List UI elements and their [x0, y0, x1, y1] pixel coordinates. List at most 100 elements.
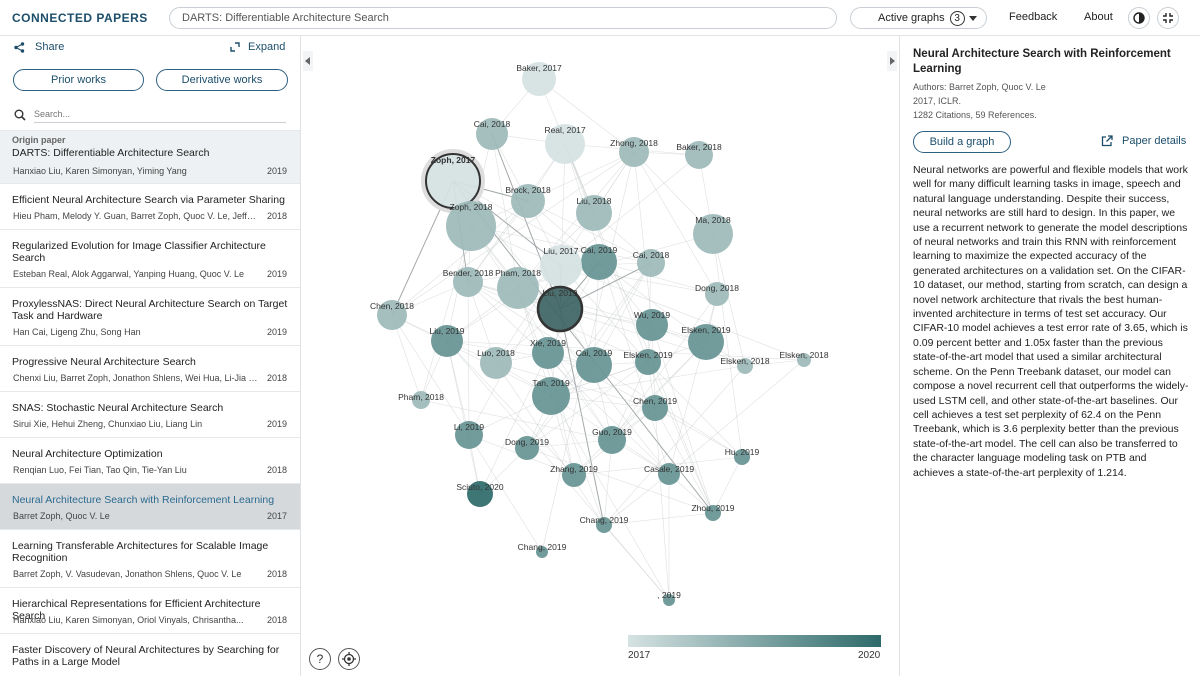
graph-node[interactable]: Cai, 2019	[581, 244, 618, 280]
list-item[interactable]: ProxylessNAS: Direct Neural Architecture…	[0, 287, 300, 345]
graph-node[interactable]: Chang, 2019	[580, 515, 629, 533]
graph-canvas[interactable]: Baker, 2017 Cai, 2018 Real, 2017 Zhong, 201…	[301, 36, 899, 676]
graph-node-circle[interactable]	[619, 137, 649, 167]
fullscreen-button[interactable]	[1157, 7, 1179, 29]
list-item[interactable]: SNAS: Stochastic Neural Architecture Sea…	[0, 391, 300, 437]
graph-node-circle[interactable]	[425, 153, 481, 209]
graph-node-circle[interactable]	[497, 267, 539, 309]
graph-node-circle[interactable]	[536, 285, 584, 333]
graph-node-circle[interactable]	[476, 118, 508, 150]
feedback-link[interactable]: Feedback	[1009, 11, 1058, 23]
list-item-selected[interactable]: Neural Architecture Search with Reinforc…	[0, 483, 300, 529]
graph-node[interactable]: Li, 2019	[454, 421, 485, 449]
graph-node-circle[interactable]	[598, 426, 626, 454]
build-graph-button[interactable]: Build a graph	[913, 131, 1011, 153]
list-item[interactable]: Regularized Evolution for Image Classifi…	[0, 229, 300, 287]
graph-node[interactable]: Cai, 2018	[633, 249, 670, 277]
graph-node[interactable]: Casale, 2019	[644, 463, 694, 485]
graph-node[interactable]: Baker, 2018	[676, 141, 722, 169]
graph-node[interactable]: Ma, 2018	[693, 214, 733, 254]
graph-node-circle[interactable]	[693, 214, 733, 254]
list-item[interactable]: Hierarchical Representations for Efficie…	[0, 587, 300, 633]
citation-graph[interactable]: Baker, 2017 Cai, 2018 Real, 2017 Zhong, 201…	[301, 36, 899, 676]
graph-node[interactable]: Brock, 2018	[505, 184, 551, 218]
graph-node-circle[interactable]	[511, 184, 545, 218]
graph-node-circle[interactable]	[658, 463, 680, 485]
graph-node[interactable]: Dong, 2019	[505, 436, 549, 460]
graph-node[interactable]: Liu, 2018	[576, 195, 612, 231]
graph-node-circle[interactable]	[576, 195, 612, 231]
graph-node-circle[interactable]	[734, 449, 750, 465]
graph-node[interactable]: Baker, 2017	[516, 62, 562, 96]
graph-node[interactable]: Chang, 2019	[518, 542, 567, 558]
graph-node-circle[interactable]	[797, 353, 811, 367]
graph-node[interactable]: Zhou, 2019	[691, 503, 735, 521]
graph-node-circle[interactable]	[562, 463, 586, 487]
graph-node-circle[interactable]	[581, 244, 617, 280]
graph-node[interactable]: Bender, 2018	[443, 267, 494, 297]
graph-node-circle[interactable]	[663, 594, 675, 606]
graph-node-circle[interactable]	[377, 300, 407, 330]
graph-node[interactable]: Zhang, 2019	[550, 463, 598, 487]
graph-node-circle[interactable]	[642, 395, 668, 421]
graph-node[interactable]: Dong, 2018	[695, 282, 739, 306]
graph-node[interactable]: Luo, 2018	[477, 347, 515, 379]
collapse-left-panel-button[interactable]	[303, 51, 313, 71]
graph-node-circle[interactable]	[636, 309, 668, 341]
graph-node-circle[interactable]	[705, 505, 721, 521]
graph-node-circle[interactable]	[540, 245, 582, 287]
graph-node[interactable]: Tan, 2019	[532, 377, 570, 415]
main-search-input[interactable]	[169, 7, 837, 29]
graph-node-circle[interactable]	[480, 347, 512, 379]
about-link[interactable]: About	[1084, 11, 1113, 23]
graph-node-circle[interactable]	[532, 377, 570, 415]
active-graphs-dropdown[interactable]: Active graphs 3	[850, 7, 987, 29]
contrast-toggle-button[interactable]	[1128, 7, 1150, 29]
graph-node[interactable]: Liu, 2019	[536, 285, 584, 333]
graph-node[interactable]: Hu, 2019	[725, 447, 760, 465]
graph-node[interactable]: Elsken, 2019	[623, 349, 673, 375]
prior-works-button[interactable]: Prior works	[13, 69, 144, 91]
graph-node-circle[interactable]	[576, 347, 612, 383]
graph-node[interactable]: Zoph, 2017	[421, 149, 485, 213]
graph-node-circle[interactable]	[596, 517, 612, 533]
graph-node[interactable]: Liu, 2019	[430, 325, 465, 357]
graph-node-circle[interactable]	[515, 436, 539, 460]
graph-node-circle[interactable]	[431, 325, 463, 357]
graph-node-circle[interactable]	[532, 337, 564, 369]
graph-node-circle[interactable]	[637, 249, 665, 277]
graph-node[interactable]: Guo, 2019	[592, 426, 632, 454]
list-item[interactable]: Progressive Neural Architecture Search C…	[0, 345, 300, 391]
graph-node[interactable]: Elsken, 2018	[779, 350, 829, 367]
expand-button[interactable]: Expand	[230, 41, 285, 53]
graph-node-circle[interactable]	[455, 421, 483, 449]
list-item-origin[interactable]: Origin paper DARTS: Differentiable Archi…	[0, 130, 300, 183]
graph-node-circle[interactable]	[412, 391, 430, 409]
graph-node-circle[interactable]	[688, 324, 724, 360]
graph-node-circle[interactable]	[545, 124, 585, 164]
graph-node-circle[interactable]	[446, 201, 496, 251]
help-button[interactable]: ?	[309, 648, 331, 670]
graph-node-circle[interactable]	[635, 349, 661, 375]
list-item[interactable]: Learning Transferable Architectures for …	[0, 529, 300, 587]
graph-node[interactable]: Sciuto, 2020	[456, 481, 504, 507]
graph-node-circle[interactable]	[522, 62, 556, 96]
recenter-button[interactable]	[338, 648, 360, 670]
graph-node[interactable]: Chen, 2018	[370, 300, 414, 330]
graph-node[interactable]: Real, 2017	[544, 124, 586, 164]
list-item[interactable]: Efficient Neural Architecture Search via…	[0, 183, 300, 229]
graph-node[interactable]: Chen, 2019	[633, 395, 677, 421]
share-button[interactable]: Share	[14, 41, 64, 53]
graph-node[interactable]: Xie, 2019	[530, 337, 566, 369]
list-item[interactable]: Faster Discovery of Neural Architectures…	[0, 633, 300, 676]
graph-node[interactable]: Pham, 2018	[398, 391, 444, 409]
list-item[interactable]: Neural Architecture Optimization Renqian…	[0, 437, 300, 483]
graph-node[interactable]: Cai, 2019	[576, 347, 613, 383]
paper-details-link[interactable]: Paper details	[1101, 135, 1186, 147]
list-search-input[interactable]	[34, 106, 286, 123]
graph-node[interactable]: , 2019	[657, 590, 681, 606]
graph-node[interactable]: Liu, 2017	[540, 245, 582, 287]
app-logo[interactable]: CONNECTED PAPERS	[12, 11, 148, 25]
graph-node[interactable]: Wu, 2019	[634, 309, 671, 341]
graph-node[interactable]: Zoph, 2018	[446, 201, 496, 251]
